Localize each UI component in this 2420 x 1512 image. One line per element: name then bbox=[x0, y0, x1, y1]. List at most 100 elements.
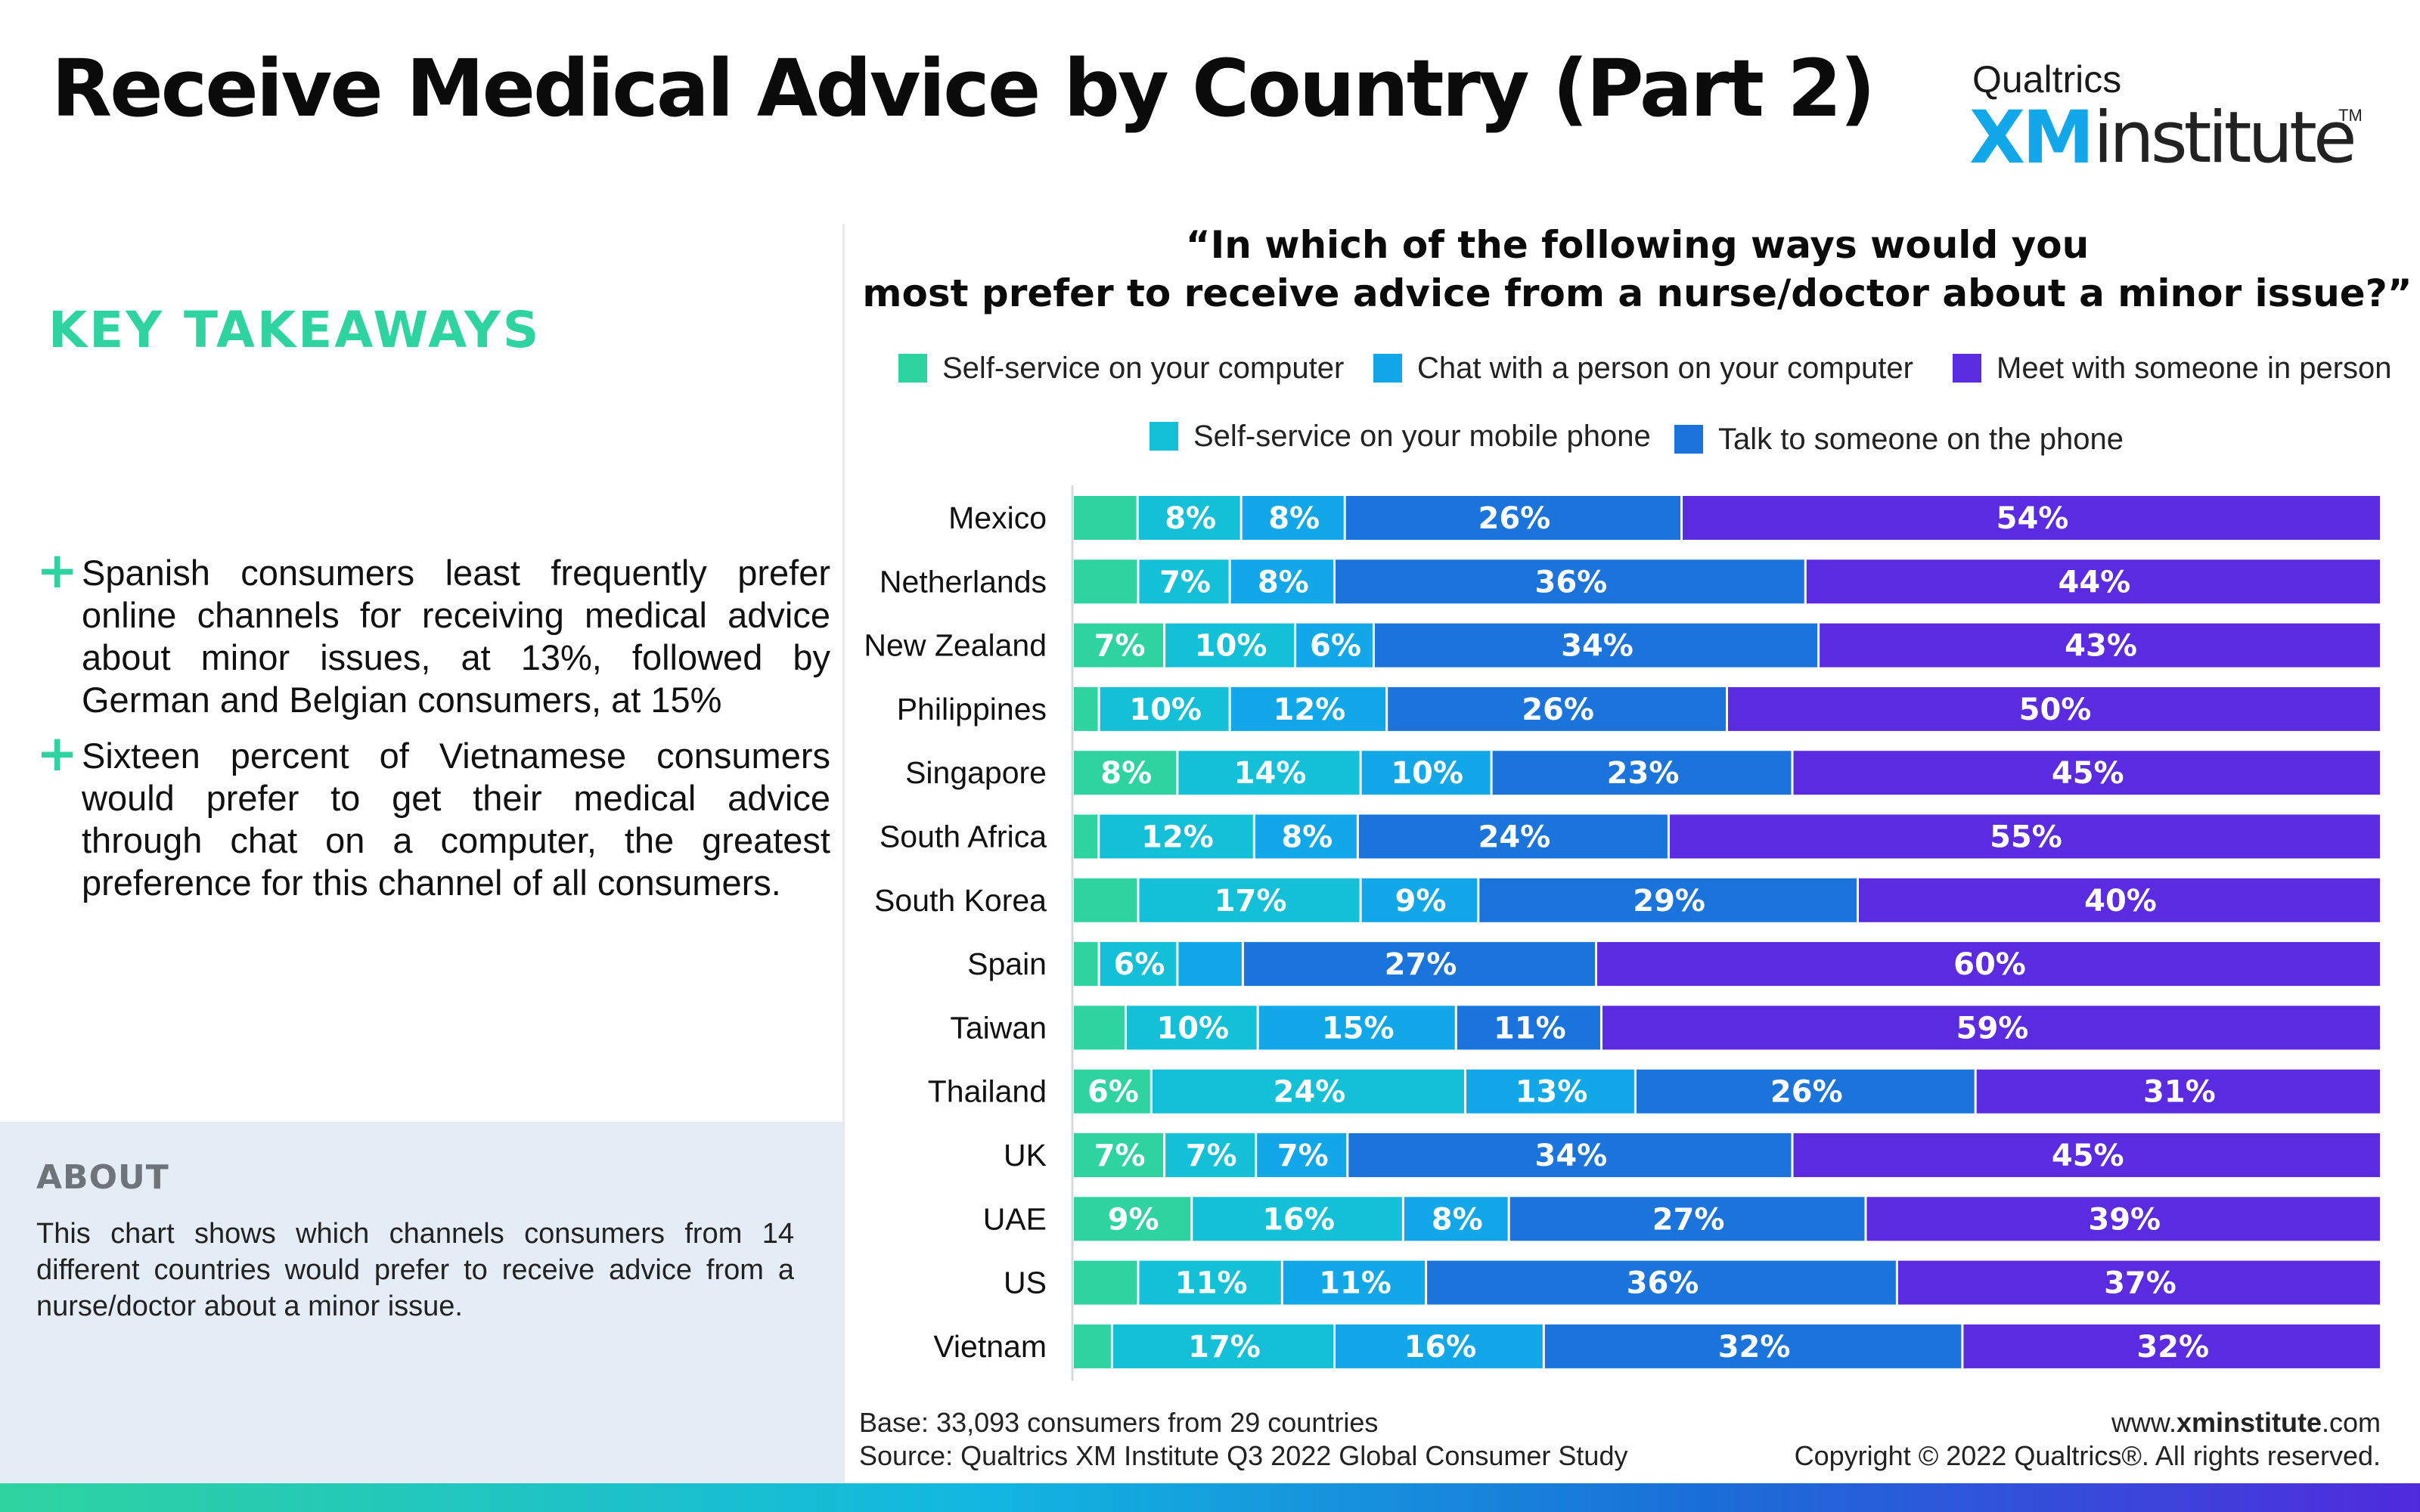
bar-segment bbox=[1242, 496, 1344, 540]
copyright-note: Copyright © 2022 Qualtrics®. All rights … bbox=[1794, 1440, 2381, 1471]
bar-segment bbox=[1139, 1260, 1281, 1305]
takeaway-text: Sixteen percent of Vietnamese consumers … bbox=[82, 736, 830, 903]
bar-segment bbox=[1358, 814, 1668, 859]
about-panel: ABOUT This chart shows which channels co… bbox=[0, 1122, 842, 1483]
bar-segment bbox=[1897, 1260, 2380, 1305]
bar-segment bbox=[1074, 1197, 1191, 1241]
data-label: 26% bbox=[1522, 692, 1594, 727]
category-label: Mexico bbox=[948, 500, 1047, 535]
data-label: 7% bbox=[1186, 1139, 1237, 1173]
data-label: 8% bbox=[1281, 820, 1333, 855]
brand-institute-text: institute bbox=[2093, 97, 2357, 179]
category-label: Spain bbox=[967, 947, 1047, 981]
bar-segment bbox=[1165, 623, 1295, 668]
bar-segment bbox=[1602, 1005, 2380, 1050]
bar-segment bbox=[1466, 1069, 1634, 1114]
data-label: 8% bbox=[1268, 501, 1320, 536]
data-label: 6% bbox=[1310, 629, 1361, 664]
legend-swatch bbox=[898, 354, 927, 383]
legend-item-self-service-mobile: Self-service on your mobile phone bbox=[1150, 417, 1651, 455]
category-label: Taiwan bbox=[950, 1010, 1047, 1045]
legend-item-chat-computer: Chat with a person on your computer bbox=[1373, 349, 1913, 387]
data-label: 36% bbox=[1535, 565, 1608, 600]
data-label: 11% bbox=[1175, 1266, 1248, 1301]
key-takeaways-heading: KEY TAKEAWAYS bbox=[48, 301, 541, 359]
bar-segment bbox=[1074, 559, 1137, 604]
chart-question: “In which of the following ways would yo… bbox=[855, 221, 2420, 318]
bar-segment bbox=[1100, 686, 1229, 731]
bar-segment bbox=[1866, 1197, 2380, 1241]
data-label: 12% bbox=[1274, 692, 1346, 727]
bar-segment bbox=[1243, 942, 1595, 987]
bar-segment bbox=[1976, 1069, 2380, 1114]
bar-segment bbox=[1112, 1324, 1333, 1368]
data-label: 9% bbox=[1395, 884, 1446, 919]
source-note: Source: Qualtrics XM Institute Q3 2022 G… bbox=[859, 1440, 1628, 1471]
data-label: 60% bbox=[1953, 947, 2026, 982]
data-label: 27% bbox=[1385, 947, 1457, 982]
plus-icon: + bbox=[36, 541, 79, 600]
bar-segment bbox=[1178, 942, 1242, 987]
legend-label: Talk to someone on the phone bbox=[1718, 422, 2124, 456]
data-label: 6% bbox=[1114, 947, 1165, 982]
category-label: US bbox=[1004, 1266, 1047, 1300]
category-label: UK bbox=[1004, 1138, 1047, 1173]
data-label: 10% bbox=[1391, 756, 1463, 791]
bar-segment bbox=[1820, 623, 2380, 668]
website-link[interactable]: www.xminstitute.com bbox=[1795, 1406, 2381, 1439]
bar-segment bbox=[1100, 814, 1253, 859]
data-label: 24% bbox=[1478, 820, 1551, 855]
category-label: New Zealand bbox=[864, 628, 1047, 663]
bar-segment bbox=[1361, 878, 1478, 922]
bar-segment bbox=[1404, 1197, 1508, 1241]
legend-item-talk-phone: Talk to someone on the phone bbox=[1674, 420, 2124, 458]
bar-segment bbox=[1074, 878, 1137, 922]
data-label: 8% bbox=[1165, 501, 1216, 536]
brand-qualtrics-text: Qualtrics bbox=[1972, 58, 2122, 101]
bar-segment bbox=[1255, 814, 1357, 859]
bar-segment bbox=[1427, 1260, 1896, 1305]
data-label: 7% bbox=[1159, 565, 1211, 600]
question-line-2: most prefer to receive advice from a nur… bbox=[862, 271, 2412, 315]
bar-segment bbox=[1230, 559, 1333, 604]
bar-segment bbox=[1074, 1324, 1111, 1368]
bar-segment bbox=[1348, 1133, 1792, 1177]
legend-swatch bbox=[1953, 354, 1981, 383]
category-label: South Africa bbox=[880, 820, 1047, 854]
data-label: 11% bbox=[1494, 1011, 1566, 1046]
bar-segment bbox=[1074, 496, 1137, 540]
data-label: 44% bbox=[2059, 565, 2131, 600]
bar-segment bbox=[1138, 496, 1240, 540]
plus-icon: + bbox=[36, 724, 79, 782]
bar-segment bbox=[1806, 559, 2380, 604]
base-note: Base: 33,093 consumers from 29 countries bbox=[859, 1407, 1379, 1438]
data-label: 34% bbox=[1535, 1139, 1608, 1173]
data-label: 10% bbox=[1195, 629, 1267, 664]
data-label: 10% bbox=[1156, 1011, 1229, 1046]
bar-segment bbox=[1669, 814, 2380, 859]
legend-label: Self-service on your mobile phone bbox=[1193, 419, 1651, 453]
footer-notes: Base: 33,093 consumers from 29 countries… bbox=[859, 1406, 1627, 1473]
category-label: Singapore bbox=[905, 755, 1047, 790]
data-label: 8% bbox=[1258, 565, 1309, 600]
data-label: 16% bbox=[1262, 1202, 1335, 1237]
legend-label: Meet with someone in person bbox=[1996, 351, 2392, 385]
bar-segment bbox=[1074, 1069, 1150, 1114]
about-text: This chart shows which channels consumer… bbox=[36, 1218, 794, 1322]
bar-segment bbox=[1152, 1069, 1464, 1114]
data-label: 9% bbox=[1108, 1202, 1159, 1237]
data-label: 23% bbox=[1607, 756, 1680, 791]
data-label: 12% bbox=[1141, 820, 1214, 855]
bar-segment bbox=[1178, 751, 1360, 795]
bar-segment bbox=[1336, 1324, 1543, 1368]
bar-segment bbox=[1388, 686, 1726, 731]
bottom-gradient-band bbox=[0, 1483, 2420, 1512]
data-label: 15% bbox=[1322, 1011, 1395, 1046]
footer-credits: www.xminstitute.com Copyright © 2022 Qua… bbox=[1795, 1406, 2381, 1473]
takeaway-text: Spanish consumers least frequently prefe… bbox=[82, 553, 830, 720]
data-label: 17% bbox=[1215, 884, 1287, 919]
bar-segment bbox=[1283, 1260, 1426, 1305]
bar-segment bbox=[1793, 751, 2380, 795]
bar-segment bbox=[1728, 686, 2380, 731]
